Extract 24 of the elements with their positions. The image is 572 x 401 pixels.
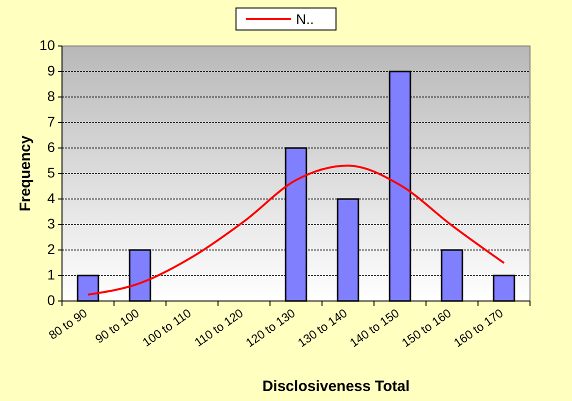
y-tick-label: 3	[47, 216, 56, 232]
x-tick-label: 100 to 110	[140, 306, 194, 350]
x-tick-label: 140 to 150	[347, 306, 402, 350]
y-tick-label: 4	[47, 190, 56, 206]
x-tick-label: 90 to 100	[92, 306, 142, 346]
x-tick-label: 150 to 160	[399, 306, 454, 350]
y-tick-label: 1	[47, 266, 56, 282]
y-tick-label: 2	[47, 241, 56, 257]
y-tick-label: 10	[39, 37, 56, 53]
line-series	[87, 164, 505, 296]
x-tick-label: 130 to 140	[295, 306, 350, 350]
y-tick-label: 8	[47, 88, 56, 104]
legend-label: N..	[296, 11, 314, 27]
y-tick-label: 9	[47, 62, 56, 78]
y-tick-label: 6	[47, 139, 56, 155]
y-axis-title: Frequency	[17, 134, 34, 212]
y-tick-label: 7	[47, 114, 56, 130]
y-tick-label: 0	[47, 292, 56, 308]
x-tick-label: 120 to 130	[243, 306, 298, 350]
x-tick-label: 110 to 120	[192, 306, 246, 350]
x-tick-label: 80 to 90	[46, 306, 90, 342]
x-axis-title: Disclosiveness Total	[262, 378, 410, 395]
x-tick-label: 160 to 170	[451, 306, 506, 350]
y-tick-label: 5	[47, 164, 56, 180]
